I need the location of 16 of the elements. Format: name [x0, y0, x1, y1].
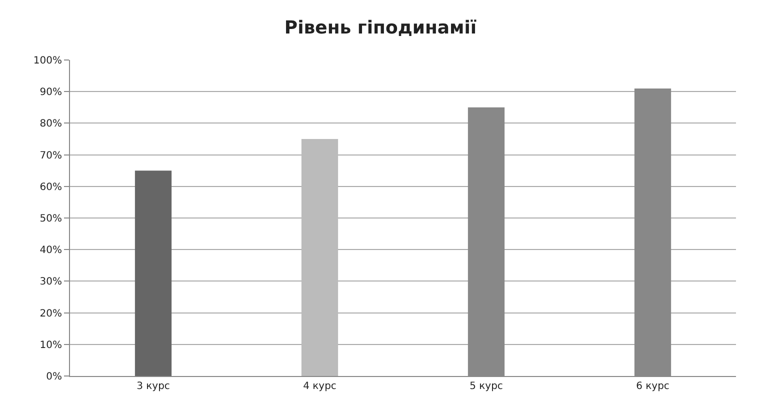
x-tick-label: 6 курс [636, 381, 670, 392]
x-tick-label: 3 курс [136, 381, 170, 392]
y-tick-label: 50% [40, 214, 62, 224]
y-tick-label: 80% [40, 118, 62, 130]
y-tick-label: 40% [40, 245, 62, 256]
x-tick-label: 4 курс [303, 381, 336, 392]
y-tick-label: 60% [40, 182, 62, 193]
y-tick-label: 30% [40, 276, 62, 288]
chart-title: Рівень гіподинамії [284, 17, 477, 38]
y-tick-label: 0% [46, 372, 62, 382]
y-tick-label: 20% [40, 308, 62, 320]
y-tick-label: 70% [40, 150, 62, 162]
y-tick-label: 10% [40, 340, 62, 351]
x-tick-label: 5 курс [470, 381, 503, 392]
y-tick-label: 90% [40, 87, 62, 98]
y-tick-label: 100% [33, 56, 62, 66]
